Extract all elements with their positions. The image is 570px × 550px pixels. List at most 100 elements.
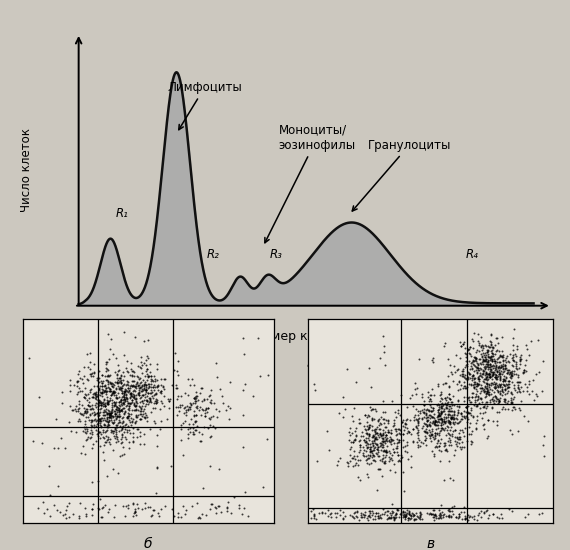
Point	[150, 383, 160, 392]
Point	[153, 381, 162, 390]
Point	[88, 409, 97, 417]
Point	[500, 377, 510, 386]
Point	[443, 397, 452, 406]
Point	[398, 508, 408, 517]
Point	[66, 375, 75, 384]
Point	[504, 366, 513, 375]
Point	[384, 427, 393, 436]
Point	[115, 400, 124, 409]
Point	[336, 453, 345, 462]
Point	[479, 357, 488, 366]
Point	[84, 412, 93, 421]
Point	[356, 446, 365, 455]
Point	[198, 397, 207, 405]
Point	[152, 383, 161, 392]
Point	[495, 368, 504, 377]
Point	[136, 432, 145, 441]
Point	[119, 395, 128, 404]
Point	[100, 387, 109, 395]
Point	[141, 400, 150, 409]
Point	[415, 515, 424, 524]
Point	[392, 444, 401, 453]
Point	[395, 509, 404, 518]
Point	[241, 487, 250, 496]
Point	[135, 388, 144, 397]
Point	[364, 412, 373, 421]
Point	[502, 366, 511, 375]
Point	[110, 432, 119, 441]
Point	[476, 359, 485, 368]
Point	[454, 406, 463, 415]
Point	[136, 393, 145, 402]
Point	[112, 421, 121, 430]
Point	[325, 510, 335, 519]
Point	[430, 416, 439, 425]
Point	[116, 371, 125, 380]
Point	[515, 364, 524, 372]
Point	[131, 511, 140, 520]
Point	[369, 432, 378, 441]
Point	[365, 424, 374, 432]
Point	[109, 412, 118, 421]
Point	[381, 430, 390, 439]
Point	[365, 442, 374, 451]
Point	[370, 433, 380, 442]
Point	[436, 457, 445, 466]
Point	[123, 422, 132, 431]
Point	[473, 360, 482, 368]
Point	[509, 393, 518, 402]
Point	[104, 400, 113, 409]
Point	[62, 506, 71, 515]
Point	[370, 443, 380, 452]
Point	[499, 350, 508, 359]
Point	[453, 379, 462, 388]
Point	[460, 343, 469, 352]
Point	[479, 387, 488, 396]
Point	[132, 394, 141, 403]
Point	[124, 381, 133, 390]
Point	[54, 481, 63, 490]
Point	[488, 371, 498, 380]
Point	[378, 397, 388, 405]
Point	[446, 511, 455, 520]
Point	[392, 435, 401, 444]
Point	[152, 394, 161, 403]
Point	[483, 386, 492, 395]
Point	[335, 510, 344, 519]
Point	[86, 364, 95, 373]
Point	[196, 437, 205, 446]
Point	[103, 421, 112, 430]
Point	[472, 362, 481, 371]
Point	[455, 426, 465, 434]
Point	[73, 416, 82, 425]
Point	[436, 409, 445, 418]
Point	[127, 406, 136, 415]
Point	[112, 384, 121, 393]
Point	[461, 361, 470, 370]
Point	[388, 508, 397, 517]
Point	[363, 411, 372, 420]
Point	[264, 371, 273, 380]
Point	[120, 384, 129, 393]
Point	[454, 378, 463, 387]
Point	[200, 405, 209, 414]
Point	[310, 513, 319, 522]
Point	[498, 386, 507, 395]
Point	[511, 357, 520, 366]
Point	[95, 397, 104, 405]
Point	[435, 408, 444, 417]
Point	[115, 397, 124, 406]
Point	[345, 430, 355, 439]
Point	[483, 415, 492, 424]
Point	[386, 454, 395, 463]
Point	[102, 413, 111, 422]
Point	[435, 512, 444, 521]
Point	[434, 405, 443, 414]
Point	[345, 423, 355, 432]
Point	[471, 384, 481, 393]
Point	[206, 415, 215, 424]
Point	[102, 392, 111, 401]
Text: R₂: R₂	[206, 249, 219, 261]
Point	[124, 410, 133, 419]
Point	[490, 392, 499, 400]
